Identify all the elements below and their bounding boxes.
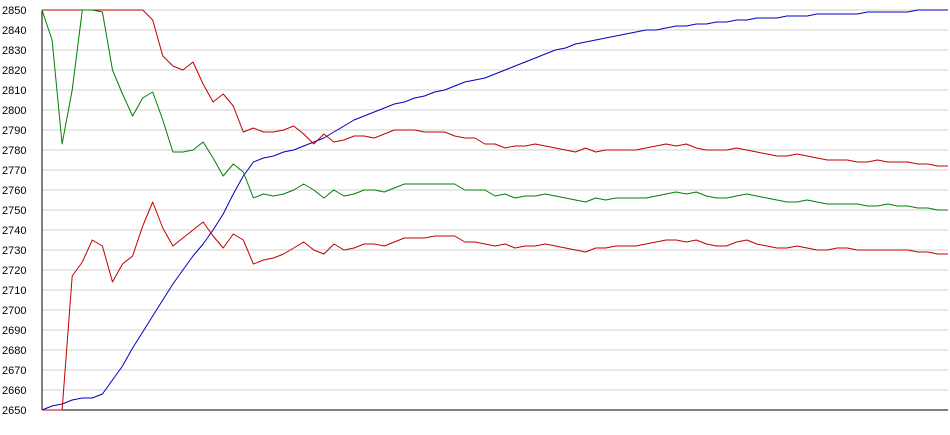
y-tick-label: 2840 [2,25,26,37]
y-axis: 2650 2660 2670 2680 2690 2700 2710 2720 2730 2740… [2,5,948,417]
y-tick-label: 2830 [2,45,26,57]
y-tick-label: 2780 [2,145,26,157]
y-tick-label: 2850 [2,5,26,17]
y-tick-label: 2790 [2,125,26,137]
y-tick-label: 2650 [2,405,26,417]
y-tick-label: 2730 [2,245,26,257]
series-line-4 [42,201,948,411]
gridlines [42,9,948,411]
y-tick-label: 2820 [2,65,26,77]
y-tick-label: 2740 [2,225,26,237]
y-tick-label: 2710 [2,285,26,297]
series-line-1 [41,9,948,411]
y-tick-label: 2770 [2,165,26,177]
y-tick-label: 2660 [2,385,26,397]
series-line-2 [42,9,948,167]
series-line-3 [41,9,948,211]
y-tick-label: 2690 [2,325,26,337]
y-tick-label: 2760 [2,185,26,197]
y-tick-label: 2700 [2,305,26,317]
y-tick-label: 2720 [2,265,26,277]
series-lines [41,9,948,411]
y-tick-label: 2800 [2,105,26,117]
y-tick-label: 2670 [2,365,26,377]
y-tick-label: 2750 [2,205,26,217]
y-tick-label: 2680 [2,345,26,357]
y-tick-label: 2810 [2,85,26,97]
